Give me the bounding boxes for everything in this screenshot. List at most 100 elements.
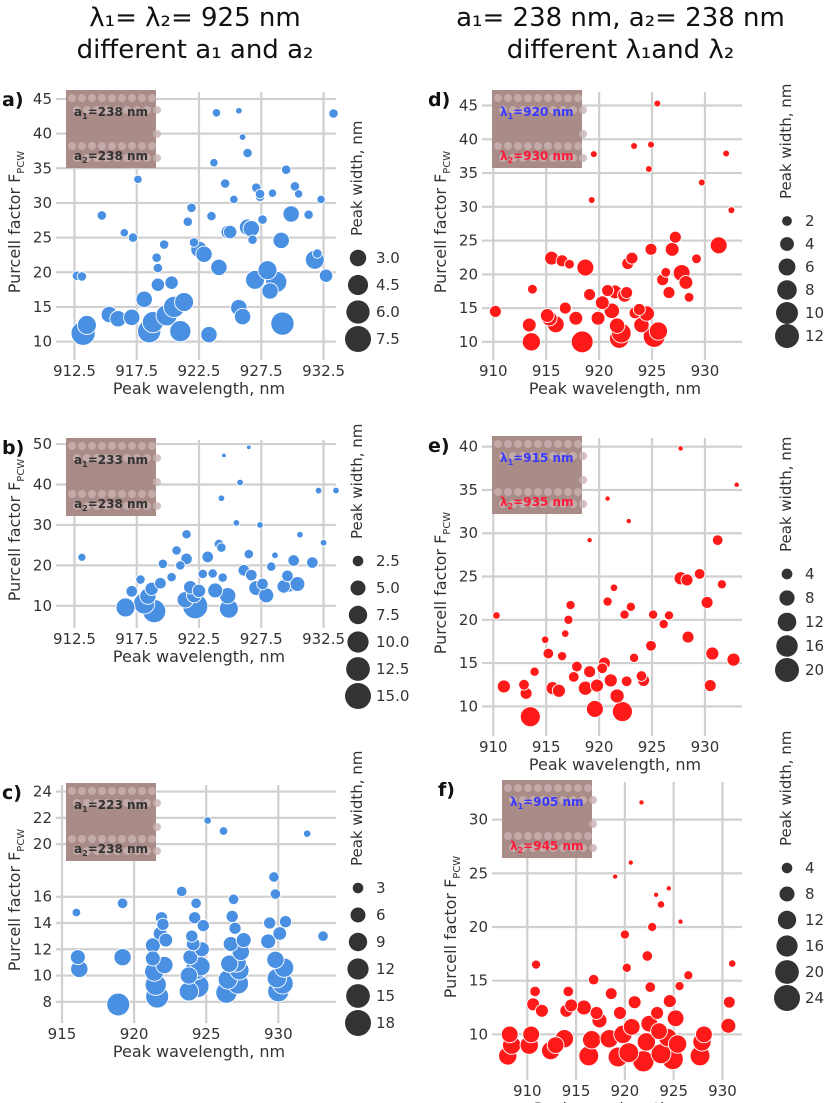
inset-background <box>492 436 582 514</box>
data-point <box>500 1025 519 1044</box>
inset-hole <box>148 490 156 498</box>
y-tick-label: 20 <box>33 263 52 281</box>
data-point <box>602 596 613 607</box>
inset-background <box>502 780 592 858</box>
inset-hole <box>569 452 577 460</box>
inset-hole <box>153 847 161 855</box>
inset-label-2: λ2=945 nm <box>510 839 584 855</box>
size-legend-label: 8 <box>805 885 815 903</box>
data-point <box>677 445 684 452</box>
x-tick-label: 930 <box>691 362 720 380</box>
inset-hole <box>98 835 106 843</box>
inset-hole <box>504 488 512 496</box>
inset-hole <box>113 454 121 462</box>
x-tick-label: 915 <box>562 1082 591 1100</box>
x-tick-label: 920 <box>611 1082 640 1100</box>
x-tick-label: 910 <box>513 1082 542 1100</box>
inset-hole <box>574 488 582 496</box>
inset-hole <box>78 835 86 843</box>
data-point <box>589 150 598 159</box>
data-point <box>627 859 634 866</box>
inset-hole <box>108 490 116 498</box>
data-point <box>620 286 634 300</box>
inset-hole <box>68 835 76 843</box>
data-point <box>568 310 584 326</box>
x-axis-label: Peak wavelength, nm <box>534 1099 706 1103</box>
inset-hole <box>148 787 156 795</box>
size-legend-label: 20 <box>805 963 824 981</box>
data-point <box>260 933 277 950</box>
x-tick-label: 932.5 <box>302 362 345 380</box>
data-point <box>683 291 695 303</box>
inset-hole <box>108 835 116 843</box>
size-legend-marker <box>350 907 366 923</box>
structure-inset: λ1=915 nm λ2=935 nm <box>492 436 587 514</box>
data-point <box>625 251 639 265</box>
inset-label-1: λ1=915 nm <box>500 451 574 467</box>
y-tick-label: 45 <box>459 97 478 115</box>
inset-hole <box>98 142 106 150</box>
data-point <box>119 228 129 238</box>
panel-label: b) <box>2 437 24 459</box>
data-point <box>678 275 694 290</box>
inset-label-1: a1=238 nm <box>74 105 148 121</box>
inset-hole <box>108 787 116 795</box>
size-legend-label: 6.0 <box>376 303 400 321</box>
data-point <box>267 188 278 198</box>
data-point <box>174 292 194 313</box>
data-point <box>233 307 252 326</box>
data-point <box>492 611 501 620</box>
inset-hole <box>569 106 577 114</box>
inset-hole <box>88 490 96 498</box>
inset-hole <box>574 94 582 102</box>
inset-hole <box>559 796 567 804</box>
data-point <box>245 568 258 582</box>
inset-hole <box>529 452 537 460</box>
inset-label-2: λ2=935 nm <box>500 495 574 511</box>
inset-hole <box>123 454 131 462</box>
y-tick-label: 25 <box>459 568 478 586</box>
size-legend-marker <box>350 580 366 596</box>
size-legend: Peak width, nm 4 8 12 16 20 24 <box>774 731 824 1011</box>
data-point <box>303 209 314 220</box>
inset-hole <box>564 832 572 840</box>
data-point <box>705 646 720 661</box>
inset-label-2: a2=238 nm <box>74 149 148 165</box>
data-point <box>164 275 179 290</box>
inset-hole <box>494 142 502 150</box>
inset-hole <box>544 832 552 840</box>
panel-label: e) <box>428 435 450 457</box>
inset-hole <box>529 796 537 804</box>
data-point <box>271 551 279 560</box>
data-point <box>609 688 625 704</box>
inset-hole <box>113 847 121 855</box>
data-point <box>619 609 630 620</box>
inset-hole <box>579 452 587 460</box>
y-tick-label: 25 <box>459 232 478 250</box>
x-tick-label: 932.5 <box>302 630 345 648</box>
data-point <box>648 609 659 620</box>
chart-panel-d: 910 915 920 925 930 10 15 20 25 30 35 40 45 Peak wave… <box>428 84 824 398</box>
inset-hole <box>544 440 552 448</box>
data-point <box>181 529 192 540</box>
data-point <box>527 283 538 295</box>
inset-hole <box>499 452 507 460</box>
inset-hole <box>138 835 146 843</box>
y-tick-label: 14 <box>33 914 52 932</box>
data-point <box>312 248 323 259</box>
size-legend-label: 8 <box>805 589 815 607</box>
data-point <box>225 909 239 924</box>
size-legend: Peak width, nm 2.5 5.0 7.5 10.0 12.5 15.0 <box>345 424 409 709</box>
data-point <box>71 907 82 918</box>
data-point <box>219 178 231 189</box>
inset-hole <box>509 796 517 804</box>
data-point <box>667 1034 688 1054</box>
inset-hole <box>103 106 111 114</box>
inset-hole <box>534 784 542 792</box>
inset-hole <box>514 784 522 792</box>
data-point <box>269 888 282 900</box>
data-point <box>700 596 714 609</box>
x-tick-label: 930 <box>264 1025 293 1043</box>
data-point <box>229 194 239 205</box>
